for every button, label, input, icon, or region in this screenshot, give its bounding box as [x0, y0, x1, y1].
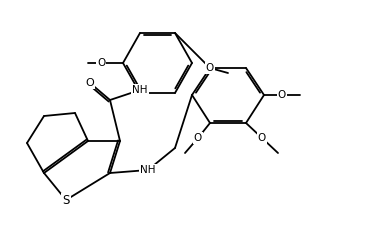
Text: O: O [206, 63, 214, 73]
Text: O: O [258, 133, 266, 143]
Text: NH: NH [140, 165, 156, 175]
Text: S: S [62, 193, 70, 207]
Text: O: O [97, 58, 105, 68]
Text: O: O [278, 90, 286, 100]
Text: NH: NH [132, 85, 148, 95]
Text: O: O [194, 133, 202, 143]
Text: O: O [86, 78, 94, 88]
